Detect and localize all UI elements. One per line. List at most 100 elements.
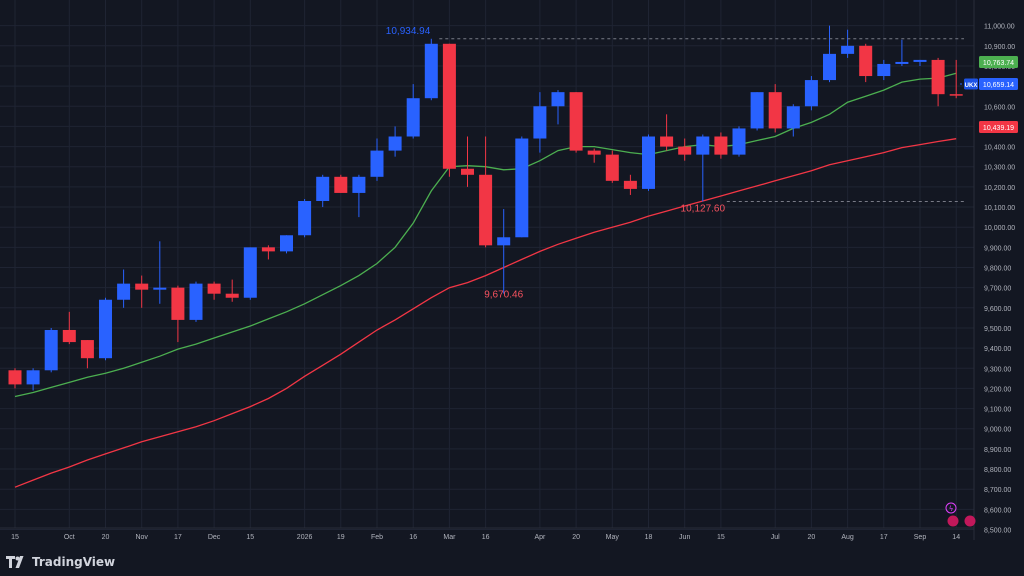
x-tick-label: May (606, 534, 620, 541)
y-tick-label: 8,600.00 (984, 507, 1011, 514)
candle-body (551, 92, 565, 107)
candle-body (261, 247, 275, 252)
candle-body (424, 43, 438, 99)
last-value-label: UKX 10,659.14 (960, 78, 1018, 90)
candle-up (117, 269, 131, 308)
candle-up (243, 247, 257, 300)
candle-up (786, 104, 800, 137)
y-axis[interactable]: 8,500.00 8,600.00 8,700.00 8,800.00 8,900.00… (984, 24, 1015, 535)
candle-body (732, 128, 746, 155)
x-tick-label: Apr (534, 534, 546, 541)
candle-up (750, 92, 764, 131)
event-markers[interactable]: ϟ (945, 502, 976, 527)
y-tick-label: 8,800.00 (984, 467, 1011, 474)
y-tick-label: 10,000.00 (984, 225, 1015, 232)
candle-body (949, 94, 963, 96)
candle-down (605, 150, 619, 183)
candle-body (913, 59, 927, 62)
y-tick-label: 9,000.00 (984, 427, 1011, 434)
candle-body (660, 136, 674, 147)
candle-body (334, 176, 348, 193)
candle-body (135, 283, 149, 290)
x-tick-label: Nov (135, 534, 148, 541)
candle-body (895, 61, 909, 64)
candle-body (678, 146, 692, 155)
candle-body (605, 154, 619, 181)
dividend-event-icon[interactable] (947, 515, 959, 527)
x-tick-label: 18 (645, 534, 653, 541)
candle-up (696, 134, 710, 202)
candle-down (569, 92, 583, 153)
candle-down (660, 114, 674, 151)
candle-down (461, 136, 474, 187)
y-tick-label: 9,700.00 (984, 286, 1011, 293)
candle-body (298, 200, 312, 236)
candle-body (99, 299, 112, 359)
last-value-badge (979, 56, 1018, 68)
candle-up (298, 198, 312, 238)
candle-up (44, 327, 58, 373)
x-tick-label: 14 (952, 534, 960, 541)
candle-down (207, 281, 221, 300)
y-tick-label: 11,000.00 (984, 24, 1015, 31)
high-price-label: 10,934.94 (386, 26, 431, 37)
candle-body (26, 370, 40, 385)
y-tick-label: 8,500.00 (984, 528, 1011, 535)
flash-event-icon[interactable] (945, 502, 957, 514)
candle-up (153, 241, 167, 304)
candle-body (207, 283, 221, 294)
dividend-event-icon[interactable] (964, 515, 976, 527)
candle-down (261, 245, 275, 260)
candle-down (442, 43, 456, 177)
candle-down (135, 275, 149, 308)
x-tick-label: 16 (482, 534, 490, 541)
candle-body (442, 43, 456, 169)
y-tick-label: 10,400.00 (984, 145, 1015, 152)
y-tick-label: 9,800.00 (984, 266, 1011, 273)
candle-down (587, 148, 601, 163)
candle-down (714, 132, 728, 159)
y-tick-label: 10,100.00 (984, 205, 1015, 212)
candle-up (280, 235, 293, 254)
x-axis[interactable]: 15 Oct 20 Nov 17 Dec 15 2026 19 Feb 16 Mar 16 Apr 20 Ma… (11, 534, 960, 541)
last-value-text: 10,439.19 (983, 125, 1014, 132)
candle-down (949, 59, 963, 99)
candle-body (370, 150, 384, 177)
x-tick-label: 17 (880, 534, 888, 541)
candle-up (406, 84, 420, 139)
y-tick-label: 9,100.00 (984, 407, 1011, 414)
tradingview-logo-icon (6, 555, 28, 569)
candle-body (750, 92, 764, 129)
tradingview-brand[interactable]: TradingView (6, 553, 115, 571)
candle-body (841, 45, 855, 54)
candle-down (80, 340, 94, 369)
candle-body (786, 106, 800, 129)
x-tick-label: 2026 (297, 534, 313, 541)
candle-body (388, 136, 402, 151)
candle-body (479, 174, 493, 246)
low-price-label: 10,127.60 (681, 203, 726, 214)
candle-down (334, 174, 348, 193)
candle-up (804, 76, 818, 111)
candle-up (877, 59, 891, 81)
last-value-text: 10,659.14 (983, 82, 1014, 89)
candles (8, 25, 963, 391)
x-tick-label: 19 (337, 534, 345, 541)
candle-body (533, 106, 547, 139)
x-tick-label: 15 (717, 534, 725, 541)
candle-body (515, 138, 529, 238)
candle-down (931, 57, 945, 107)
last-value-badge (979, 121, 1018, 133)
candle-body (225, 293, 239, 298)
candle-body (804, 80, 818, 107)
candle-body (931, 59, 945, 95)
flash-event-glyph: ϟ (949, 505, 954, 513)
candle-up (424, 38, 438, 101)
last-value-label: 10,439.19 (979, 121, 1018, 133)
y-tick-label: 10,300.00 (984, 165, 1015, 172)
candle-up (99, 297, 112, 361)
candle-body (189, 283, 203, 320)
grid-lines (0, 0, 974, 531)
candle-up (515, 136, 529, 238)
